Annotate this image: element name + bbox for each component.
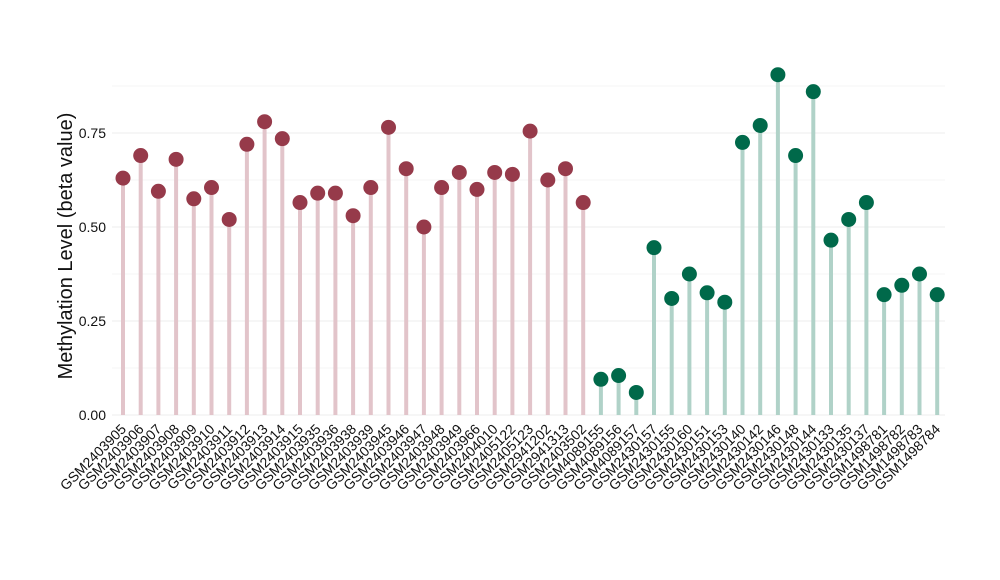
lollipop-point bbox=[469, 181, 485, 197]
lollipop-point bbox=[805, 84, 821, 100]
lollipop-point bbox=[274, 131, 290, 147]
lollipop-point bbox=[504, 166, 520, 182]
lollipop-point bbox=[310, 185, 326, 201]
lollipop-point bbox=[770, 67, 786, 83]
lollipop-point bbox=[575, 195, 591, 211]
y-tick-label: 0.50 bbox=[79, 219, 106, 235]
y-tick-label: 0.75 bbox=[79, 125, 106, 141]
lollipop-point bbox=[398, 161, 414, 177]
lollipop-point bbox=[327, 185, 343, 201]
lollipop-point bbox=[823, 232, 839, 248]
lollipop-point bbox=[150, 183, 166, 199]
lollipop-point bbox=[540, 172, 556, 188]
lollipop-point bbox=[522, 123, 538, 139]
lollipop-point bbox=[646, 240, 662, 256]
lollipop-point bbox=[912, 266, 927, 282]
lollipop-points bbox=[115, 67, 945, 400]
lollipop-point bbox=[929, 287, 945, 303]
lollipop-point bbox=[363, 180, 379, 196]
lollipop-point bbox=[876, 287, 892, 303]
lollipop-point bbox=[858, 195, 874, 211]
lollipop-point bbox=[133, 148, 149, 164]
lollipop-point bbox=[451, 164, 467, 180]
lollipop-point bbox=[752, 117, 768, 133]
lollipop-point bbox=[611, 368, 627, 384]
lollipop-point bbox=[204, 180, 219, 196]
y-tick-label: 0.00 bbox=[79, 407, 106, 423]
lollipop-point bbox=[735, 134, 750, 150]
lollipop-point bbox=[628, 384, 644, 400]
lollipop-point bbox=[221, 211, 237, 227]
lollipop-point bbox=[717, 294, 733, 310]
lollipop-point bbox=[558, 161, 573, 177]
lollipop-point bbox=[416, 219, 432, 235]
x-axis-ticks: GSM2403905GSM2403906GSM2403907GSM2403908… bbox=[57, 421, 944, 494]
y-tick-label: 0.25 bbox=[79, 313, 106, 329]
lollipop-point bbox=[168, 151, 184, 167]
y-axis-ticks: 0.00 0.25 0.50 0.75 bbox=[79, 125, 106, 423]
lollipop-stems bbox=[121, 74, 940, 415]
lollipop-point bbox=[186, 191, 202, 207]
lollipop-point bbox=[664, 290, 680, 306]
lollipop-point bbox=[239, 136, 255, 152]
lollipop-point bbox=[434, 180, 450, 196]
lollipop-point bbox=[115, 170, 131, 186]
lollipop-point bbox=[681, 266, 697, 282]
lollipop-point bbox=[593, 371, 609, 387]
lollipop-point bbox=[699, 285, 715, 301]
lollipop-point bbox=[894, 277, 910, 293]
lollipop-point bbox=[257, 114, 273, 130]
lollipop-point bbox=[841, 211, 857, 227]
lollipop-point bbox=[292, 195, 308, 211]
lollipop-point bbox=[345, 208, 361, 224]
lollipop-point bbox=[487, 164, 503, 180]
lollipop-point bbox=[381, 119, 396, 135]
lollipop-point bbox=[788, 148, 804, 164]
y-axis-title: Methylation Level (beta value) bbox=[55, 113, 77, 380]
